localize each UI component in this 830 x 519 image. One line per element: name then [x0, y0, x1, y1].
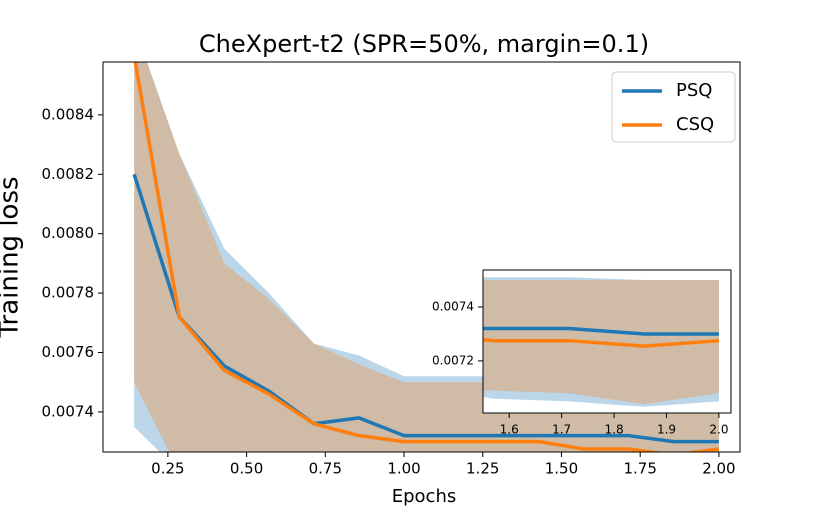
x-tick-label: 1.25 — [466, 460, 499, 478]
x-tick-label: 2.00 — [702, 460, 735, 478]
y-tick-label: 0.0084 — [42, 105, 95, 123]
error-band — [134, 62, 719, 452]
x-tick-label: 1.6 — [500, 423, 519, 437]
y-tick-label: 0.0080 — [42, 224, 95, 242]
x-tick-label: 1.7 — [552, 423, 571, 437]
legend-label: CSQ — [676, 114, 714, 135]
x-axis-label: Epochs — [392, 486, 457, 507]
x-tick-label: 1.00 — [387, 460, 420, 478]
line — [132, 173, 719, 444]
legend-box — [611, 71, 736, 143]
line — [483, 337, 720, 348]
y-tick-label: 0.0074 — [432, 299, 474, 313]
y-tick-label: 0.0082 — [42, 165, 95, 183]
line — [133, 62, 720, 452]
x-tick-label: 1.8 — [605, 423, 624, 437]
chart-title: CheXpert-t2 (SPR=50%, margin=0.1) — [199, 30, 649, 58]
error-band — [134, 62, 719, 452]
x-tick-label: 0.75 — [309, 460, 342, 478]
x-tick-label: 0.25 — [151, 460, 184, 478]
x-tick-label: 1.75 — [623, 460, 656, 478]
x-tick-label: 1.9 — [657, 423, 676, 437]
line — [483, 326, 719, 336]
y-tick-label: 0.0072 — [432, 353, 474, 367]
axes-frame — [482, 269, 732, 414]
x-tick-label: 0.50 — [230, 460, 263, 478]
legend-label: PSQ — [676, 80, 712, 101]
y-axis-label: Training loss — [0, 176, 25, 338]
y-tick-label: 0.0074 — [42, 402, 95, 420]
y-tick-label: 0.0078 — [42, 284, 95, 302]
axes-frame — [102, 61, 741, 453]
series-group — [483, 277, 720, 407]
series-group — [132, 62, 720, 452]
y-tick-label: 0.0076 — [42, 343, 95, 361]
x-tick-label: 2.0 — [709, 423, 728, 437]
x-tick-label: 1.50 — [545, 460, 578, 478]
